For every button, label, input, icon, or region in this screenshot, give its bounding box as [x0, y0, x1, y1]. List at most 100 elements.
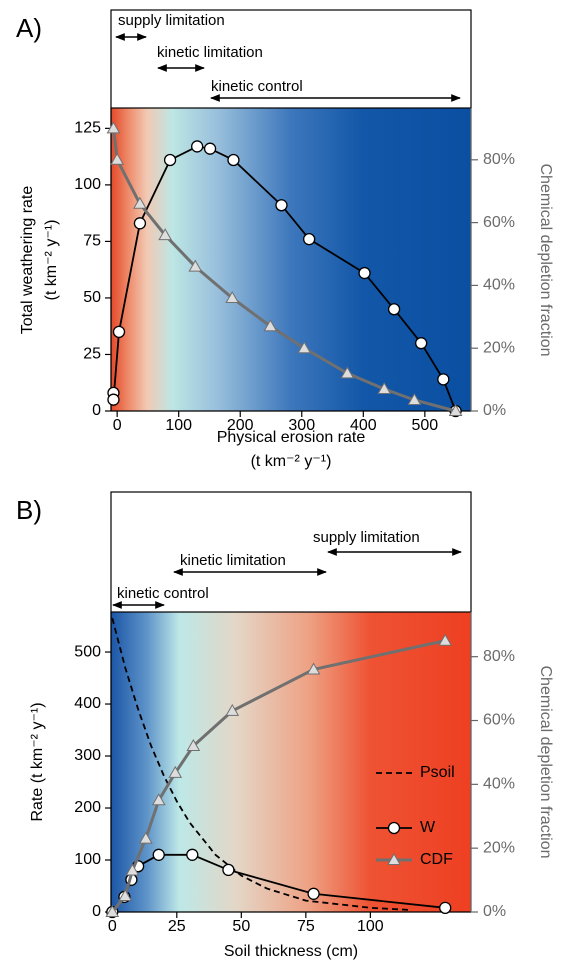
- data-point: [225, 290, 240, 303]
- y2-tick-label: 60%: [483, 712, 515, 729]
- plot-background: [111, 108, 471, 411]
- annotation-label: kinetic limitation: [157, 44, 263, 61]
- data-point: [307, 887, 320, 900]
- y-tick-label: 25: [83, 346, 101, 363]
- data-point: [105, 904, 120, 917]
- y-tick-label: 500: [74, 643, 101, 660]
- y-tick-label: 0: [92, 903, 101, 920]
- series-line: [111, 617, 410, 911]
- legend-marker: [387, 852, 401, 865]
- y-axis-label: (t km⁻² y⁻¹): [43, 220, 60, 301]
- y2-axis-label: Chemical depletion fraction: [537, 164, 554, 357]
- panel-label: B): [16, 495, 42, 525]
- data-point: [387, 303, 401, 316]
- data-point: [437, 373, 450, 386]
- data-point: [222, 863, 235, 877]
- data-point: [191, 140, 204, 153]
- data-point: [377, 382, 392, 395]
- annotation-label: supply limitation: [313, 529, 420, 546]
- y-axis-label: Rate (t km⁻² y⁻¹): [29, 702, 46, 821]
- data-point: [438, 633, 453, 646]
- data-point: [415, 337, 428, 350]
- annotation-label: kinetic control: [117, 585, 209, 602]
- x-tick-label: 0: [113, 417, 122, 434]
- y-tick-label: 300: [74, 747, 101, 764]
- data-point: [110, 152, 125, 165]
- y2-tick-label: 20%: [483, 839, 515, 856]
- data-point: [275, 199, 288, 212]
- y-tick-label: 200: [74, 799, 101, 816]
- data-point: [163, 153, 177, 167]
- series-line: [111, 639, 446, 913]
- data-point: [203, 142, 217, 155]
- y-tick-label: 50: [83, 289, 101, 306]
- data-point: [158, 228, 173, 241]
- y-axis-label: Total weathering rate: [19, 186, 36, 335]
- x-tick-label: 100: [165, 417, 192, 434]
- x-tick-label: 50: [232, 918, 250, 935]
- y2-tick-label: 0%: [483, 903, 506, 920]
- y-tick-label: 0: [92, 402, 101, 419]
- data-point: [340, 366, 355, 379]
- y-tick-label: 100: [74, 851, 101, 868]
- y-tick-label: 75: [83, 233, 101, 250]
- legend-label: W: [420, 819, 436, 836]
- annotation-label: supply limitation: [118, 12, 225, 29]
- x-tick-label: 100: [357, 918, 384, 935]
- annotation-label: kinetic control: [211, 78, 303, 95]
- data-point: [263, 319, 278, 332]
- legend-marker: [387, 821, 401, 835]
- y2-tick-label: 20%: [483, 339, 515, 356]
- x-tick-label: 0: [108, 918, 117, 935]
- x-tick-label: 500: [411, 417, 438, 434]
- x-axis-label: (t km⁻² y⁻¹): [251, 453, 332, 470]
- data-point: [407, 393, 422, 406]
- legend-label: CDF: [420, 851, 453, 868]
- x-axis-label: Soil thickness (cm): [224, 943, 358, 960]
- y-tick-label: 400: [74, 695, 101, 712]
- y2-tick-label: 0%: [483, 402, 506, 419]
- plot-background: [111, 612, 471, 912]
- annotation-label: kinetic limitation: [180, 552, 286, 569]
- x-tick-label: 75: [297, 918, 315, 935]
- y2-tick-label: 40%: [483, 776, 515, 793]
- data-point: [188, 259, 203, 272]
- y-tick-label: 100: [74, 176, 101, 193]
- data-point: [152, 848, 165, 861]
- data-point: [227, 153, 240, 167]
- y2-tick-label: 80%: [483, 648, 515, 665]
- data-point: [303, 232, 316, 246]
- x-tick-label: 400: [350, 417, 377, 434]
- data-point: [297, 341, 312, 354]
- annotation-box: [110, 9, 472, 109]
- data-point: [118, 889, 133, 902]
- data-point: [448, 403, 463, 416]
- legend-label: Psoil: [420, 764, 455, 781]
- data-point: [168, 765, 183, 778]
- data-point: [138, 831, 153, 844]
- x-tick-label: 300: [288, 417, 315, 434]
- data-point: [186, 848, 199, 861]
- x-axis-label: Physical erosion rate: [217, 429, 366, 446]
- data-point: [133, 217, 147, 230]
- data-point: [125, 863, 140, 876]
- data-point: [225, 703, 240, 716]
- x-tick-label: 25: [168, 918, 186, 935]
- data-point: [107, 393, 120, 406]
- y2-tick-label: 60%: [483, 214, 515, 231]
- data-point: [358, 266, 371, 280]
- y2-axis-label: Chemical depletion fraction: [537, 666, 554, 859]
- data-point: [306, 662, 321, 675]
- y2-tick-label: 40%: [483, 277, 515, 294]
- data-point: [186, 739, 201, 752]
- data-point: [151, 793, 166, 806]
- y-tick-label: 125: [74, 120, 101, 137]
- data-point: [439, 901, 452, 914]
- x-tick-label: 200: [227, 417, 254, 434]
- data-point: [106, 121, 121, 134]
- data-point: [112, 325, 126, 339]
- y2-tick-label: 80%: [483, 151, 515, 168]
- data-point: [133, 196, 147, 209]
- panel-label: A): [16, 13, 42, 43]
